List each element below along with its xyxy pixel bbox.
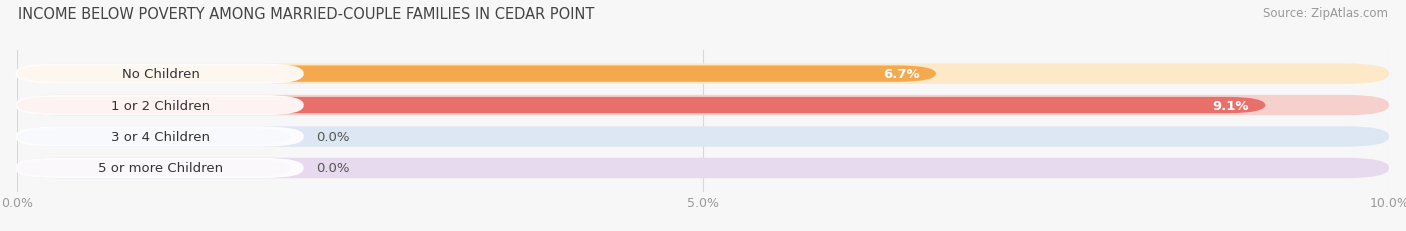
FancyBboxPatch shape — [17, 158, 1389, 178]
FancyBboxPatch shape — [15, 127, 304, 147]
FancyBboxPatch shape — [17, 129, 291, 145]
Text: 6.7%: 6.7% — [883, 68, 920, 81]
Text: 3 or 4 Children: 3 or 4 Children — [111, 131, 211, 143]
FancyBboxPatch shape — [17, 66, 936, 82]
Text: INCOME BELOW POVERTY AMONG MARRIED-COUPLE FAMILIES IN CEDAR POINT: INCOME BELOW POVERTY AMONG MARRIED-COUPL… — [18, 7, 595, 22]
Text: 9.1%: 9.1% — [1212, 99, 1249, 112]
Text: 0.0%: 0.0% — [316, 131, 350, 143]
FancyBboxPatch shape — [15, 96, 304, 116]
Text: 1 or 2 Children: 1 or 2 Children — [111, 99, 211, 112]
FancyBboxPatch shape — [15, 64, 304, 84]
FancyBboxPatch shape — [17, 127, 1389, 147]
FancyBboxPatch shape — [17, 64, 1389, 85]
FancyBboxPatch shape — [17, 160, 291, 176]
FancyBboxPatch shape — [15, 158, 304, 178]
Text: 5 or more Children: 5 or more Children — [98, 162, 224, 175]
Text: No Children: No Children — [122, 68, 200, 81]
Text: 0.0%: 0.0% — [316, 162, 350, 175]
Text: Source: ZipAtlas.com: Source: ZipAtlas.com — [1263, 7, 1388, 20]
FancyBboxPatch shape — [17, 97, 1265, 114]
FancyBboxPatch shape — [17, 95, 1389, 116]
